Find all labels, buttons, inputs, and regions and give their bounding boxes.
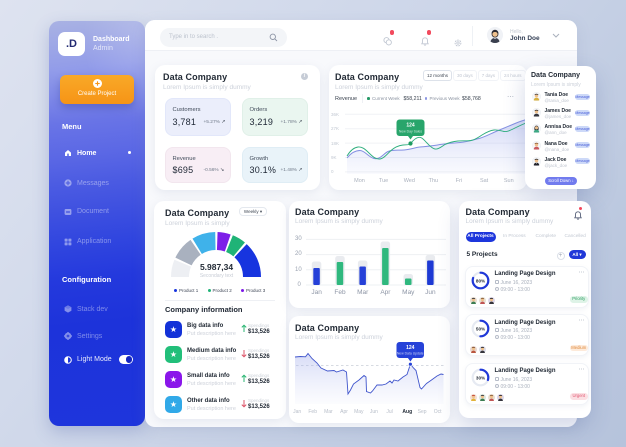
svg-text:124: 124 (406, 123, 415, 129)
svg-text:New Data Update: New Data Update (396, 352, 423, 356)
svg-text:50%: 50% (475, 326, 484, 331)
svg-text:30%: 30% (475, 375, 484, 380)
svg-text:124: 124 (406, 345, 415, 351)
svg-text:New Day Sales: New Day Sales (399, 130, 422, 134)
svg-text:80%: 80% (475, 278, 484, 283)
